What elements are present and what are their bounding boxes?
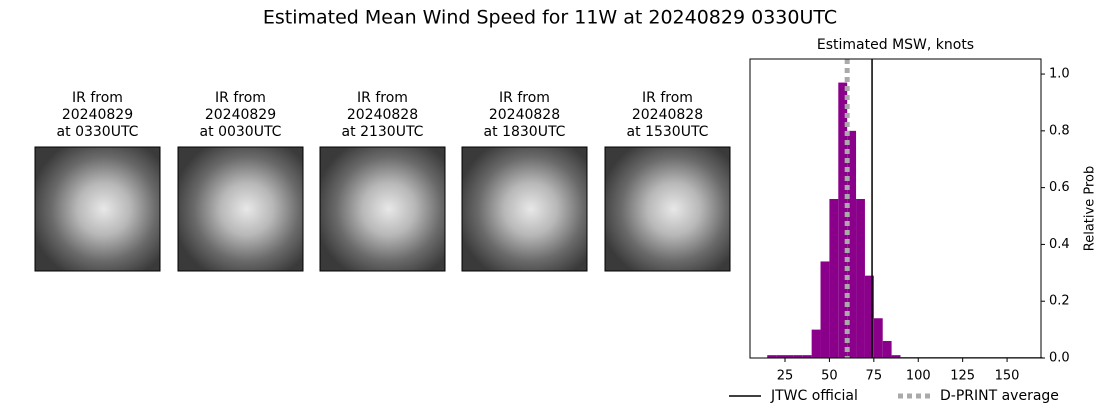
ir-image: [604, 146, 731, 272]
bar: [793, 355, 803, 358]
bar: [891, 355, 901, 358]
legend-label: D-PRINT average: [940, 388, 1059, 404]
bar: [784, 355, 794, 358]
bar: [882, 340, 892, 358]
x-tick-label: 100: [906, 369, 931, 384]
y-tick-label: 0.4: [1049, 237, 1070, 252]
bar: [838, 82, 848, 358]
panel-title: IR from: [72, 90, 123, 106]
panel-title: 20240828: [632, 107, 703, 123]
panel-title: 20240828: [347, 107, 418, 123]
bar: [776, 355, 785, 358]
x-tick-label: 150: [995, 369, 1020, 384]
ir-image: [34, 146, 161, 272]
x-tick-label: 50: [821, 369, 838, 384]
y-tick-label: 1.0: [1049, 67, 1070, 82]
panel-title: 20240829: [205, 107, 276, 123]
figure-title: Estimated Mean Wind Speed for 11W at 202…: [263, 7, 837, 29]
bar: [820, 261, 830, 358]
chart-title: Estimated MSW, knots: [817, 37, 974, 53]
x-tick-label: 25: [777, 369, 794, 384]
bar: [864, 275, 874, 358]
bar: [829, 198, 839, 358]
bar: [802, 355, 812, 358]
panel-title: at 0030UTC: [200, 124, 282, 140]
panel-title: at 1530UTC: [627, 124, 709, 140]
y-tick-label: 0.2: [1049, 294, 1070, 309]
y-tick-label: 0.0: [1049, 351, 1070, 366]
bar: [811, 329, 821, 358]
x-tick-label: 75: [866, 369, 883, 384]
ir-image: [177, 146, 304, 272]
y-tick-label: 0.6: [1049, 180, 1070, 195]
ir-image: [319, 146, 446, 272]
bar: [873, 318, 883, 358]
panel-title: IR from: [642, 90, 693, 106]
panel-title: 20240829: [62, 107, 133, 123]
panel-title: 20240828: [489, 107, 560, 123]
panel-title: IR from: [215, 90, 266, 106]
panel-title: IR from: [499, 90, 550, 106]
bar: [847, 130, 857, 358]
x-tick-label: 125: [950, 369, 975, 384]
panel-title: at 0330UTC: [57, 124, 139, 140]
panel-title: IR from: [357, 90, 408, 106]
y-axis-label: Relative Prob: [1083, 166, 1098, 251]
bar: [767, 355, 777, 358]
y-tick-label: 0.8: [1049, 123, 1070, 138]
panel-title: at 2130UTC: [342, 124, 424, 140]
legend-label: JTWC official: [770, 388, 858, 404]
plot-frame: [749, 58, 1042, 359]
panel-title: at 1830UTC: [484, 124, 566, 140]
ir-image: [461, 146, 588, 272]
bar: [856, 198, 865, 358]
